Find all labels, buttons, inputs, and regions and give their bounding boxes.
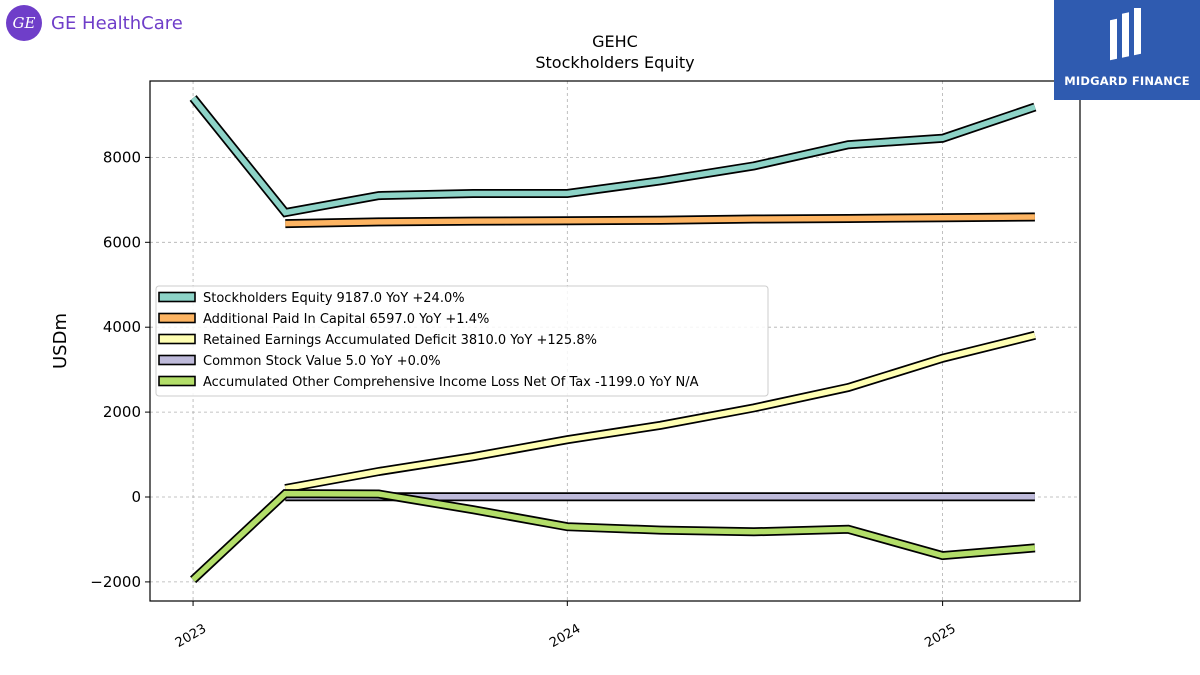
midgard-brand-text: MIDGARD FINANCE	[1064, 74, 1190, 88]
y-tick-label: 6000	[103, 233, 141, 251]
legend-entry: Common Stock Value 5.0 YoY +0.0%	[203, 354, 441, 369]
y-tick-label: 2000	[103, 403, 141, 421]
x-tick-label: 2023	[173, 621, 209, 651]
legend: Stockholders Equity 9187.0 YoY +24.0% Add…	[155, 285, 769, 397]
midgard-monogram-icon	[1110, 8, 1141, 61]
plot-frame	[149, 80, 1081, 602]
chart-subtitle: Stockholders Equity	[535, 53, 694, 72]
legend-entry: Stockholders Equity 9187.0 YoY +24.0%	[203, 291, 465, 306]
legend-entry: Additional Paid In Capital 6597.0 YoY +1…	[203, 312, 489, 327]
legend-box	[155, 285, 769, 397]
x-tick-label: 2025	[922, 621, 958, 651]
y-tick-label: 0	[131, 488, 141, 506]
ge-healthcare-logo: GE GE HealthCare	[6, 5, 183, 41]
y-axis-label: USDm	[50, 313, 71, 369]
legend-swatch	[158, 333, 196, 345]
series-layer	[189, 95, 1037, 584]
legend-swatch	[158, 375, 196, 387]
legend-swatch	[158, 291, 196, 303]
legend-entry: Retained Earnings Accumulated Deficit 38…	[203, 333, 597, 348]
legend-swatch	[158, 354, 196, 366]
series-line	[285, 214, 1035, 227]
series-line	[284, 332, 1036, 492]
y-tick-label: 8000	[103, 148, 141, 166]
ge-monogram-icon: GE	[6, 5, 42, 41]
midgard-finance-logo: MIDGARD FINANCE	[1054, 0, 1200, 100]
series-line	[190, 96, 1036, 216]
chart-title: GEHC	[592, 32, 638, 51]
legend-entry: Accumulated Other Comprehensive Income L…	[203, 375, 699, 390]
series-line	[191, 490, 1036, 582]
series-line-outline	[189, 95, 1037, 218]
legend-swatch	[158, 312, 196, 324]
x-tick-label: 2024	[547, 621, 583, 651]
series-line-outline	[190, 489, 1036, 584]
y-tick-label: 4000	[103, 318, 141, 336]
ge-brand-text: GE HealthCare	[51, 12, 183, 34]
y-tick-label: −2000	[90, 573, 141, 591]
